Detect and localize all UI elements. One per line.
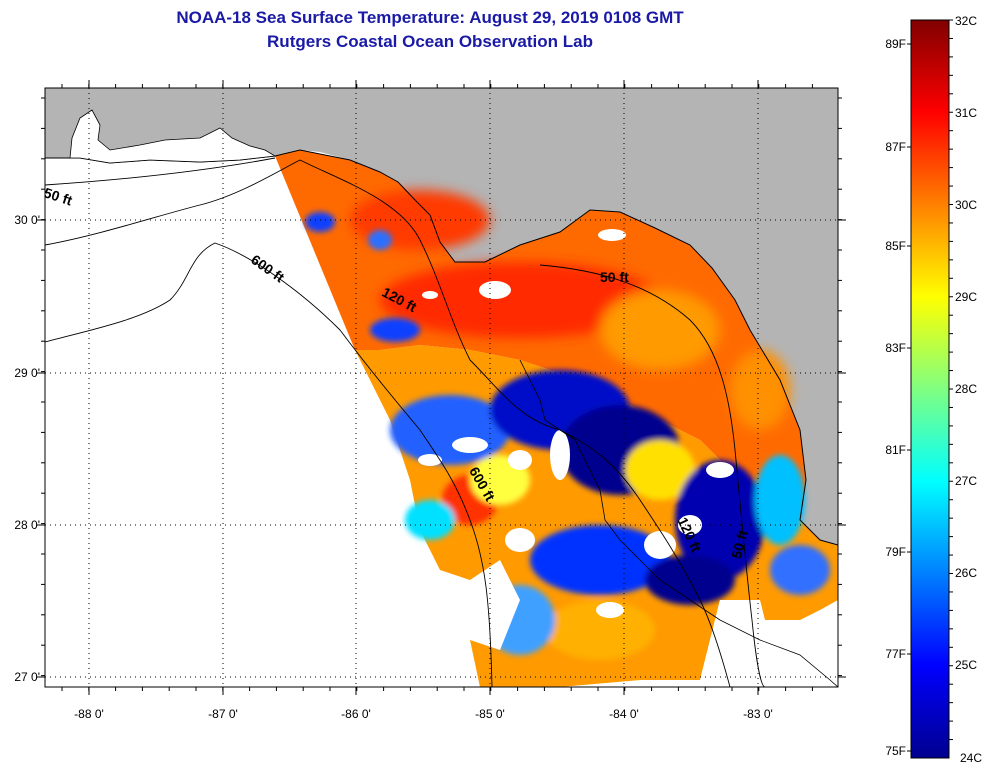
longitude-label: -84 0' — [609, 707, 639, 721]
sst-cool-patch — [530, 525, 670, 595]
latitude-label: 28 0' — [14, 518, 40, 532]
latitude-label: 29 0' — [14, 366, 40, 380]
colorbar-celsius-label: 26C — [955, 566, 977, 580]
sst-cool-patch — [405, 500, 455, 540]
longitude-label: -85 0' — [475, 707, 505, 721]
sst-cool-patch — [755, 455, 805, 545]
sst-warm-core — [380, 262, 660, 338]
coastline-peninsula — [519, 359, 838, 687]
sst-cool-patch — [675, 460, 765, 580]
axis-ticks — [37, 80, 846, 695]
sst-warm-patch — [545, 600, 655, 660]
sst-cool-patch — [770, 545, 830, 595]
sst-cool-patch — [368, 230, 392, 250]
colorbar-fahrenheit-label: 79F — [885, 545, 906, 559]
sst-warm-patch — [600, 290, 720, 370]
contour-50ft — [45, 157, 276, 186]
latitude-label: 30 0' — [14, 213, 40, 227]
colorbar-gradient — [910, 19, 950, 759]
colorbar-celsius-label: 30C — [955, 198, 977, 212]
map-frame — [44, 87, 839, 688]
colorbar-celsius-label: 29C — [955, 290, 977, 304]
colorbar-celsius-label: 25C — [955, 658, 977, 672]
colorbar-fahrenheit-label: 83F — [885, 341, 906, 355]
longitude-label: -87 0' — [208, 707, 238, 721]
sst-map: 50 ft 600 ft 120 ft 50 ft 600 ft 120 ft … — [14, 80, 846, 721]
colorbar-fahrenheit-label: 85F — [885, 239, 906, 253]
colorbar-celsius-label: 24C — [960, 751, 982, 765]
sst-warm-patch — [730, 350, 790, 430]
colorbar-fahrenheit-label: 75F — [885, 744, 906, 758]
latitude-label: 27 0' — [14, 670, 40, 684]
land-mass — [45, 88, 838, 545]
colorbar-fahrenheit-label: 87F — [885, 140, 906, 154]
colorbar-fahrenheit-label: 81F — [885, 443, 906, 457]
contour-120ft — [45, 159, 731, 687]
colorbar-celsius-label: 27C — [955, 474, 977, 488]
contour-600ft — [45, 242, 493, 687]
longitude-label: -88 0' — [74, 707, 104, 721]
contour-label: 50 ft — [728, 528, 751, 560]
colorbar-celsius-label: 28C — [955, 382, 977, 396]
contour-50ft-east — [539, 264, 766, 687]
colorbar-celsius-label: 31C — [955, 106, 977, 120]
map-title: NOAA-18 Sea Surface Temperature: August … — [176, 8, 684, 27]
sst-mid-patch — [625, 440, 695, 500]
map-subtitle: Rutgers Coastal Ocean Observation Lab — [267, 32, 593, 51]
contour-label: 50 ft — [600, 269, 629, 285]
colorbar-fahrenheit-label: 77F — [885, 647, 906, 661]
longitude-label: -86 0' — [341, 707, 371, 721]
cloud-mask — [418, 229, 770, 680]
sst-cool-patch — [370, 318, 420, 342]
sst-cool-patch — [305, 212, 335, 232]
coastline-bay — [69, 109, 277, 164]
longitude-label: -83 0' — [743, 707, 773, 721]
colorbar-celsius-label: 32C — [955, 14, 977, 28]
graticule — [45, 88, 838, 687]
colorbar-fahrenheit-label: 89F — [885, 37, 906, 51]
